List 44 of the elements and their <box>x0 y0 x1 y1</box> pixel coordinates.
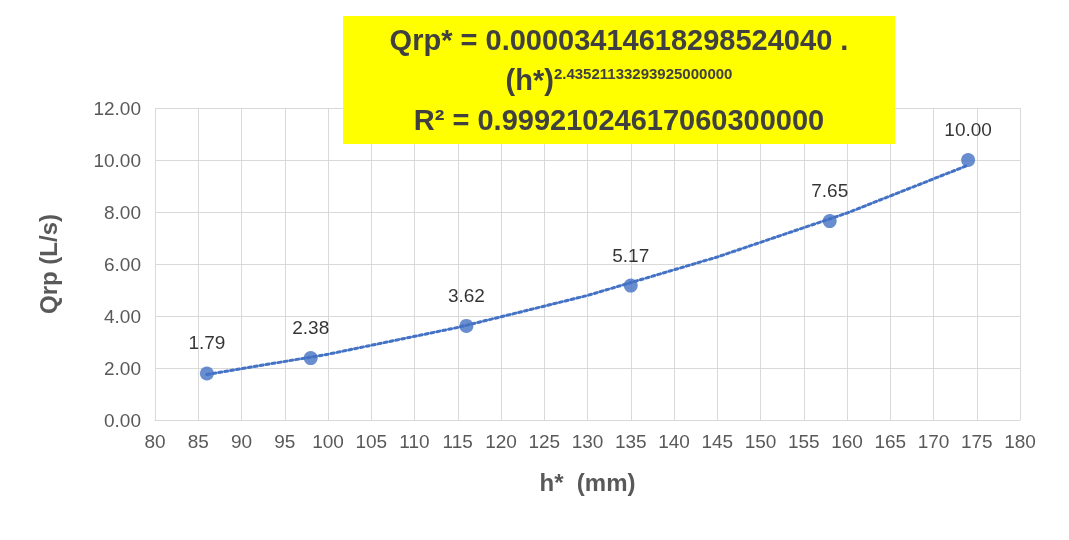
x-tick-label: 130 <box>571 431 604 452</box>
equation-text-box: Qrp* = 0.00003414618298524040 . (h*)$^{2.43521133293925000000}$ R² = 0.99921024617060300000 <box>343 16 895 144</box>
x-tick-label: 140 <box>658 431 690 452</box>
x-axis-title: h* (mm) <box>539 468 636 496</box>
x-tick-label: 100 <box>312 431 344 452</box>
x-tick-label: 115 <box>442 431 473 452</box>
point <box>822 214 837 229</box>
data-label: 5.17 <box>612 244 650 266</box>
x-tick-label: 105 <box>355 431 388 452</box>
point <box>623 278 638 293</box>
data-label: 3.62 <box>447 284 485 306</box>
y-tick-label: 4.00 <box>104 305 141 327</box>
x-tick-label: 95 <box>274 431 296 452</box>
data-label: 1.79 <box>188 332 226 354</box>
y-tick-label: 8.00 <box>104 201 141 223</box>
x-tick-label: 80 <box>144 431 166 452</box>
point <box>303 351 318 366</box>
annotation: R² = 0.99921024617060300000 <box>412 103 826 138</box>
point <box>199 366 214 381</box>
x-tick-label: 150 <box>744 431 777 452</box>
point <box>961 153 976 167</box>
x-tick-label: 120 <box>485 431 517 452</box>
data-label: 10.00 <box>944 119 992 140</box>
data-label: 7.65 <box>811 180 849 202</box>
x-tick-label: 180 <box>1004 431 1036 452</box>
y-tick-label: 10.00 <box>93 149 141 171</box>
data-label: 2.38 <box>292 317 330 339</box>
y-tick-label: 6.00 <box>104 253 141 275</box>
x-tick-label: 170 <box>917 431 950 452</box>
x-tick-label: 160 <box>831 431 863 452</box>
x-tick-label: 110 <box>399 431 430 452</box>
x-tick-label: 175 <box>960 431 993 452</box>
x-tick-label: 90 <box>230 431 253 452</box>
point <box>459 318 474 333</box>
x-tick-label: 155 <box>787 431 820 452</box>
y-axis-title: Qrp (L/s) <box>34 214 62 314</box>
x-tick-label: 135 <box>614 431 647 452</box>
y-tick-label: 12.00 <box>93 97 141 119</box>
y-tick-label: 0.00 <box>104 409 141 431</box>
x-tick-label: 125 <box>528 431 561 452</box>
x-tick-label: 145 <box>701 431 734 452</box>
x-tick-label: 85 <box>187 431 209 452</box>
y-tick-label: 2.00 <box>104 357 141 379</box>
x-tick-label: 165 <box>874 431 907 452</box>
